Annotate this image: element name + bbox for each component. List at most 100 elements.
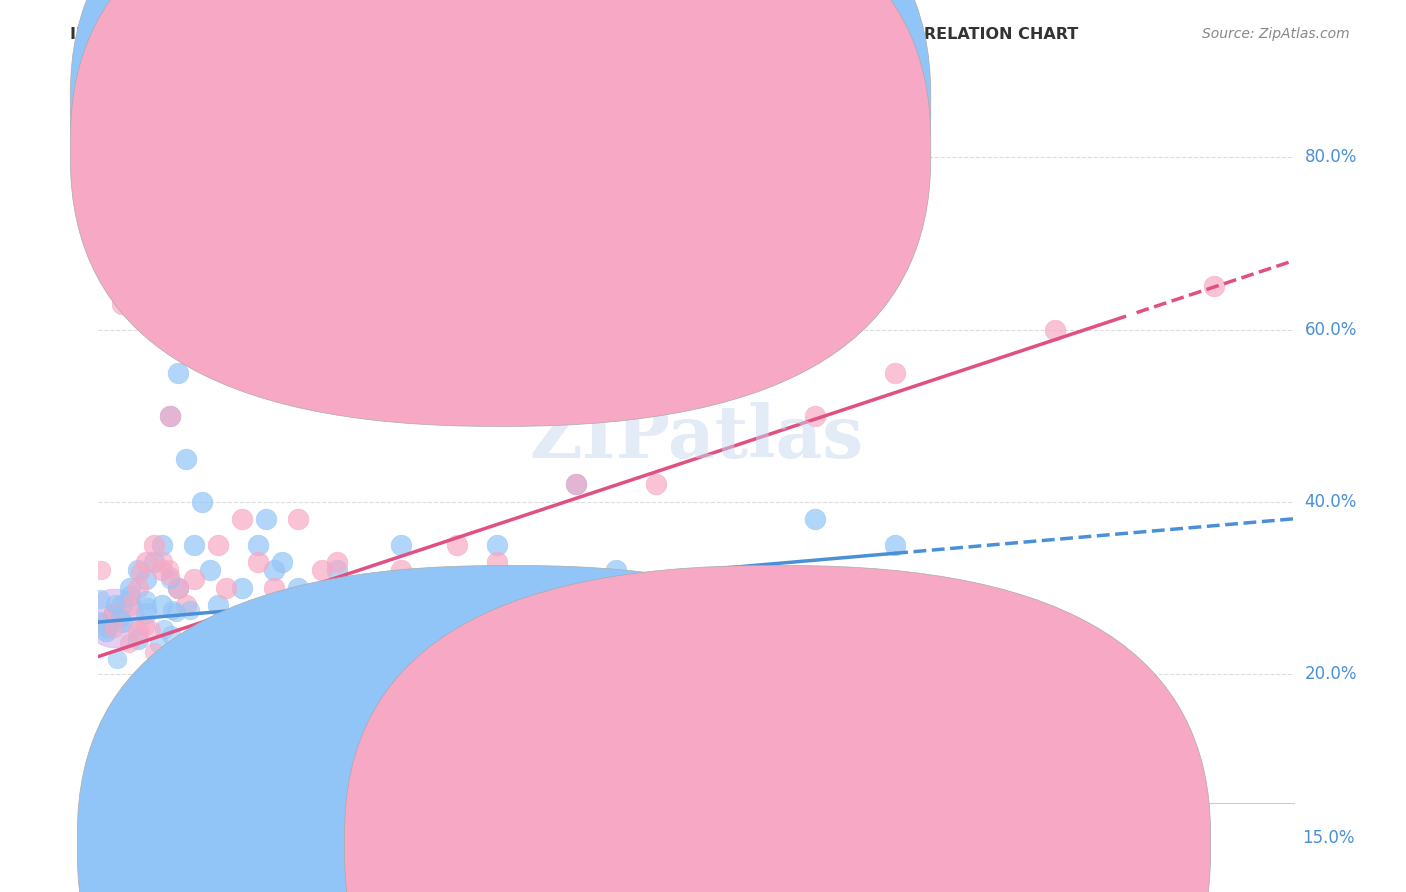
Point	[565, 477, 588, 491]
Point	[89, 592, 111, 607]
Point	[153, 622, 176, 636]
Point	[1043, 322, 1066, 336]
Point	[389, 538, 412, 552]
Point	[120, 598, 142, 612]
Point	[446, 538, 468, 552]
Point	[120, 589, 142, 603]
Point	[287, 512, 309, 526]
Point	[326, 564, 349, 578]
Point	[231, 581, 253, 595]
Point	[207, 598, 229, 612]
Point	[135, 572, 157, 586]
Point	[198, 564, 221, 578]
Text: R =  0.481   N = 35: R = 0.481 N = 35	[513, 138, 704, 156]
Point	[645, 581, 668, 595]
Point	[127, 624, 149, 638]
Point	[884, 366, 907, 380]
Point	[111, 296, 134, 310]
Point	[263, 564, 285, 578]
Point	[485, 555, 508, 569]
Point	[207, 538, 229, 552]
Point	[120, 581, 142, 595]
Point	[446, 581, 468, 595]
Point	[270, 555, 292, 569]
Point	[143, 555, 166, 569]
Point	[406, 581, 429, 595]
Point	[117, 636, 139, 650]
Point	[287, 581, 309, 595]
Point	[103, 607, 125, 621]
Point	[135, 607, 157, 621]
Text: IMMIGRANTS FROM UGANDA VS IMMIGRANTS FROM ZIMBABWE SINGLE FEMALE POVERTY CORRELA: IMMIGRANTS FROM UGANDA VS IMMIGRANTS FRO…	[70, 27, 1078, 42]
Point	[179, 603, 201, 617]
Point	[159, 409, 181, 423]
Point	[254, 512, 277, 526]
Point	[128, 566, 150, 580]
Point	[366, 666, 388, 681]
Point	[159, 409, 181, 423]
Text: 60.0%: 60.0%	[1305, 320, 1357, 339]
Point	[111, 598, 134, 612]
Point	[108, 610, 131, 624]
Point	[159, 562, 181, 576]
Point	[485, 538, 508, 552]
Point	[103, 597, 125, 611]
Point	[134, 619, 156, 633]
Point	[90, 563, 112, 577]
Point	[342, 598, 364, 612]
Point	[174, 451, 197, 466]
Point	[183, 538, 205, 552]
Point	[215, 581, 238, 595]
Point	[183, 572, 205, 586]
Point	[565, 477, 588, 491]
Point	[167, 581, 190, 595]
Point	[96, 621, 118, 635]
Point	[160, 628, 183, 642]
Point	[142, 645, 165, 659]
Point	[165, 605, 187, 619]
Text: Source: ZipAtlas.com: Source: ZipAtlas.com	[1202, 27, 1350, 41]
Point	[724, 581, 747, 595]
Point	[148, 637, 170, 651]
Point	[103, 611, 125, 625]
Point	[87, 614, 110, 628]
Point	[246, 555, 269, 569]
Point	[724, 598, 747, 612]
Point	[139, 623, 162, 637]
Point	[311, 253, 333, 268]
Point	[222, 649, 245, 664]
Point	[804, 512, 827, 526]
Point	[326, 555, 349, 569]
Text: R =  0.206   N = 45: R = 0.206 N = 45	[513, 94, 704, 112]
Text: 20.0%: 20.0%	[1305, 665, 1357, 682]
Point	[127, 564, 149, 578]
Point	[127, 581, 149, 595]
Point	[150, 598, 173, 612]
Point	[389, 564, 412, 578]
Point	[422, 598, 444, 612]
Point	[105, 652, 128, 666]
Point	[174, 598, 197, 612]
Point	[135, 555, 157, 569]
Point	[160, 603, 183, 617]
Point	[103, 621, 125, 635]
Point	[96, 624, 118, 638]
Text: 40.0%: 40.0%	[1305, 492, 1357, 510]
Text: Immigrants from Zimbabwe: Immigrants from Zimbabwe	[801, 834, 1033, 852]
Point	[366, 581, 388, 595]
Point	[143, 538, 166, 552]
Point	[167, 366, 190, 380]
Point	[884, 538, 907, 552]
Point	[263, 581, 285, 595]
Point	[191, 494, 214, 508]
Text: ZIPatlas: ZIPatlas	[529, 401, 863, 473]
Point	[215, 666, 238, 681]
Point	[231, 512, 253, 526]
Point	[150, 564, 173, 578]
Point	[804, 409, 827, 423]
Point	[152, 554, 174, 568]
Text: 80.0%: 80.0%	[1305, 148, 1357, 167]
Text: 15.0%: 15.0%	[1302, 830, 1355, 847]
Text: Immigrants from Uganda: Immigrants from Uganda	[534, 834, 742, 852]
Point	[135, 593, 157, 607]
